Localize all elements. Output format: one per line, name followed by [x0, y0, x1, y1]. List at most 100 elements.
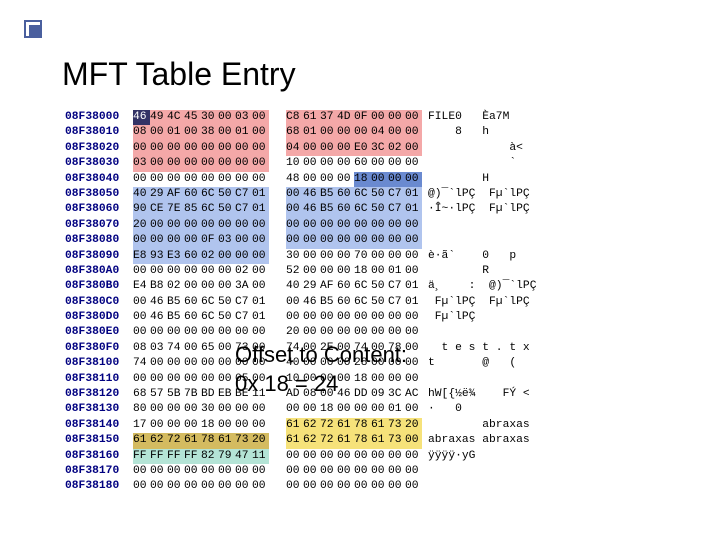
hex-byte: 00 — [150, 372, 167, 387]
hex-address: 08F38130 — [65, 402, 133, 417]
hex-bytes: FFFFFFFF827947110000000000000000 — [133, 449, 422, 464]
hex-byte: 00 — [218, 372, 235, 387]
hex-byte: 00 — [133, 233, 150, 248]
hex-ascii: abraxas abraxas — [428, 433, 530, 448]
hex-byte: 68 — [286, 125, 303, 140]
hex-byte: 03 — [235, 110, 252, 125]
hex-byte: 01 — [235, 125, 252, 140]
hex-byte: 00 — [150, 233, 167, 248]
hex-byte: 30 — [286, 249, 303, 264]
hex-byte: 50 — [371, 295, 388, 310]
hex-address: 08F38080 — [65, 233, 133, 248]
hex-byte: 82 — [201, 449, 218, 464]
hex-byte: 00 — [371, 110, 388, 125]
hex-byte: 00 — [150, 264, 167, 279]
hex-byte: 00 — [320, 156, 337, 171]
hex-byte: 00 — [235, 464, 252, 479]
hex-row: 08F38020000000000000000004000000E03C0200… — [65, 141, 685, 156]
hex-byte: 00 — [252, 402, 269, 417]
hex-byte: 00 — [337, 172, 354, 187]
hex-address: 08F38070 — [65, 218, 133, 233]
hex-row: 08F3818000000000000000000000000000000000 — [65, 479, 685, 494]
hex-byte: 00 — [218, 141, 235, 156]
hex-row: 08F38160FFFFFFFF827947110000000000000000… — [65, 449, 685, 464]
hex-byte: 30 — [201, 402, 218, 417]
hex-byte: 61 — [371, 418, 388, 433]
hex-row: 08F3800046494C4530000300C861374D0F000000… — [65, 110, 685, 125]
hex-byte: 00 — [252, 464, 269, 479]
hex-byte: B5 — [320, 187, 337, 202]
hex-byte: 00 — [201, 279, 218, 294]
hex-byte: 00 — [371, 449, 388, 464]
hex-byte: 00 — [150, 402, 167, 417]
hex-byte: 00 — [388, 233, 405, 248]
hex-byte: 00 — [354, 218, 371, 233]
hex-address: 08F38110 — [65, 372, 133, 387]
hex-row: 08F38080000000000F0300000000000000000000 — [65, 233, 685, 248]
hex-byte: 38 — [201, 125, 218, 140]
hex-bytes: 80000000300000000000180000000100 — [133, 402, 422, 417]
hex-byte: 50 — [218, 295, 235, 310]
hex-byte: 00 — [167, 356, 184, 371]
hex-byte: 61 — [337, 418, 354, 433]
hex-byte: 00 — [354, 449, 371, 464]
hex-ascii: t e s t . t x — [428, 341, 530, 356]
hex-address: 08F380C0 — [65, 295, 133, 310]
hex-byte: 00 — [201, 156, 218, 171]
hex-byte: 00 — [167, 372, 184, 387]
hex-byte: 00 — [371, 264, 388, 279]
hex-byte: 62 — [150, 433, 167, 448]
hex-byte: 00 — [371, 218, 388, 233]
hex-byte: 74 — [167, 341, 184, 356]
hex-byte: BD — [201, 387, 218, 402]
hex-byte: 00 — [371, 249, 388, 264]
hex-byte: 00 — [184, 141, 201, 156]
hex-byte: AF — [320, 279, 337, 294]
hex-byte: 00 — [150, 156, 167, 171]
hex-byte: 20 — [133, 218, 150, 233]
hex-byte: 00 — [337, 402, 354, 417]
hex-byte: 00 — [167, 325, 184, 340]
hex-byte: 01 — [405, 187, 422, 202]
hex-byte: 4D — [337, 110, 354, 125]
hex-byte: 62 — [303, 433, 320, 448]
hex-byte: 01 — [405, 295, 422, 310]
hex-byte: 00 — [218, 172, 235, 187]
hex-byte: 00 — [371, 479, 388, 494]
hex-byte: 04 — [371, 125, 388, 140]
hex-address: 08F38160 — [65, 449, 133, 464]
hex-byte: 00 — [405, 341, 422, 356]
hex-byte: FF — [150, 449, 167, 464]
hex-byte: 02 — [388, 141, 405, 156]
hex-byte: 00 — [252, 279, 269, 294]
hex-ascii: à< — [428, 141, 523, 156]
hex-byte: 00 — [354, 233, 371, 248]
hex-bytes: 00000000000000000000000000000000 — [133, 479, 422, 494]
hex-byte: 00 — [405, 125, 422, 140]
hex-byte: 00 — [167, 141, 184, 156]
hex-ascii: ·Î~·lPÇ Fµ`lPÇ — [428, 202, 530, 217]
hex-byte: 00 — [150, 356, 167, 371]
hex-byte: 00 — [150, 125, 167, 140]
hex-byte: 00 — [320, 172, 337, 187]
hex-address: 08F38180 — [65, 479, 133, 494]
hex-address: 08F38030 — [65, 156, 133, 171]
hex-address: 08F38000 — [65, 110, 133, 125]
hex-byte: 00 — [235, 156, 252, 171]
hex-byte: 60 — [184, 187, 201, 202]
hex-byte: 00 — [303, 464, 320, 479]
hex-byte: 00 — [371, 156, 388, 171]
hex-byte: 00 — [303, 172, 320, 187]
hex-byte: 00 — [371, 233, 388, 248]
hex-byte: 46 — [303, 295, 320, 310]
hex-byte: 00 — [286, 449, 303, 464]
hex-byte: 02 — [235, 264, 252, 279]
hex-byte: 78 — [354, 418, 371, 433]
hex-byte: 60 — [354, 156, 371, 171]
hex-byte: 00 — [337, 156, 354, 171]
hex-byte: 50 — [371, 202, 388, 217]
hex-ascii: FILE0 Èa7M — [428, 110, 509, 125]
hex-byte: 62 — [303, 418, 320, 433]
hex-byte: 00 — [184, 172, 201, 187]
hex-byte: FF — [167, 449, 184, 464]
